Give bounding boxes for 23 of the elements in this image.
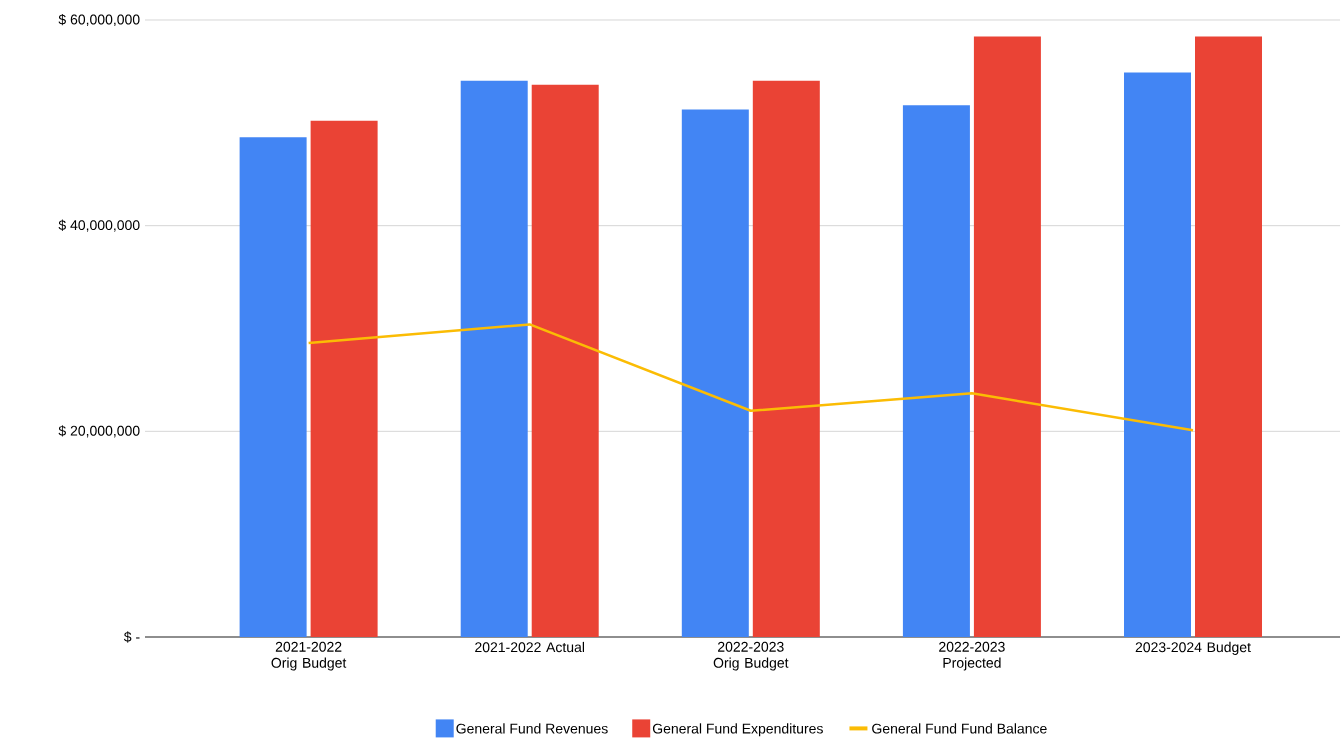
x-tick-label: 2023-2024 Budget: [1135, 641, 1251, 655]
legend-label: General Fund Expenditures: [652, 723, 823, 737]
x-tick-label: 2022-2023 Orig Budget: [713, 641, 789, 671]
bar: [239, 137, 307, 637]
y-tick-label: $ 40,000,000: [58, 219, 140, 232]
bar: [752, 80, 820, 637]
line-series: [307, 323, 1195, 432]
bar: [460, 80, 528, 637]
bar: [310, 120, 378, 637]
bar: [902, 105, 970, 637]
y-tick-label: $ -: [123, 631, 140, 643]
x-tick-label: 2021-2022 Actual: [475, 641, 585, 653]
legend-label: General Fund Revenues: [456, 723, 608, 734]
bar: [1195, 36, 1262, 637]
bar: [973, 36, 1041, 637]
x-tick-label: 2021-2022 Orig Budget: [271, 641, 347, 671]
y-tick-label: $ 20,000,000: [58, 425, 140, 438]
legend-label: General Fund Fund Balance: [872, 723, 1047, 734]
bar: [681, 109, 749, 637]
bar: [1124, 72, 1191, 637]
bar: [531, 84, 599, 637]
y-tick-label: $ 60,000,000: [58, 13, 140, 27]
x-tick-label: 2022-2023 Projected: [939, 641, 1005, 671]
